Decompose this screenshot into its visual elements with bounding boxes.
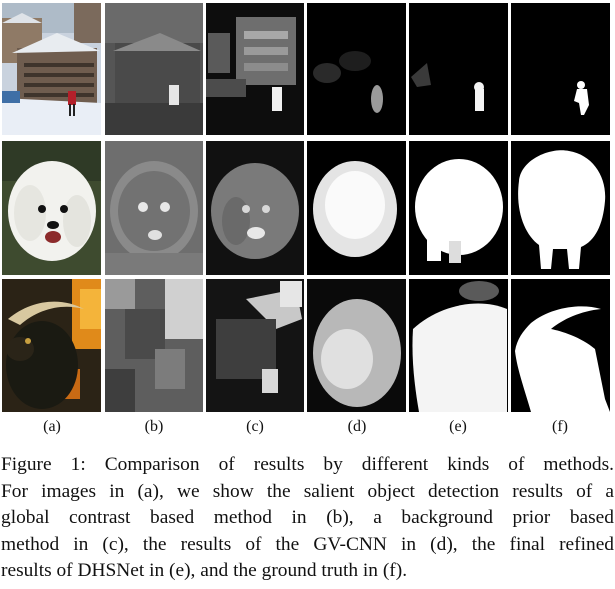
column-label-d: (d) [347, 418, 367, 435]
caption-line: For images in (a), we show the salient o… [1, 480, 614, 502]
image-goat-ground-truth [511, 279, 610, 412]
caption-line: method in (c), the results of the GV-CNN… [1, 533, 614, 555]
caption-line: global contrast based method in (b), a b… [1, 507, 614, 528]
image-houses-original [2, 3, 101, 135]
column-label-a: (a) [43, 418, 61, 435]
image-goat-original [2, 279, 101, 412]
figure-grid [2, 3, 610, 412]
image-dog-dhsnet [409, 141, 508, 275]
image-dog-background-prior [206, 141, 304, 275]
image-houses-gv-cnn [307, 3, 406, 135]
image-dog-gv-cnn [307, 141, 406, 275]
column-label-b: (b) [144, 418, 164, 435]
image-houses-ground-truth [511, 3, 610, 135]
image-dog-original [2, 141, 101, 275]
image-goat-gv-cnn [307, 279, 406, 412]
image-goat-dhsnet [409, 279, 508, 412]
image-goat-background-prior [206, 279, 304, 412]
column-label-c: (c) [246, 418, 264, 435]
image-goat-global-contrast [105, 279, 203, 412]
column-label-e: (e) [449, 418, 467, 435]
caption-line: results of DHSNet in (e), and the ground… [1, 560, 408, 581]
caption-line: Figure 1: Comparison of results by diffe… [1, 454, 614, 475]
figure-caption: Figure 1: Comparison of results by diffe… [1, 452, 614, 585]
image-dog-global-contrast [105, 141, 203, 275]
image-dog-ground-truth [511, 141, 610, 275]
image-houses-global-contrast [105, 3, 203, 135]
image-houses-background-prior [206, 3, 304, 135]
image-houses-dhsnet [409, 3, 508, 135]
column-label-f: (f) [552, 418, 568, 435]
